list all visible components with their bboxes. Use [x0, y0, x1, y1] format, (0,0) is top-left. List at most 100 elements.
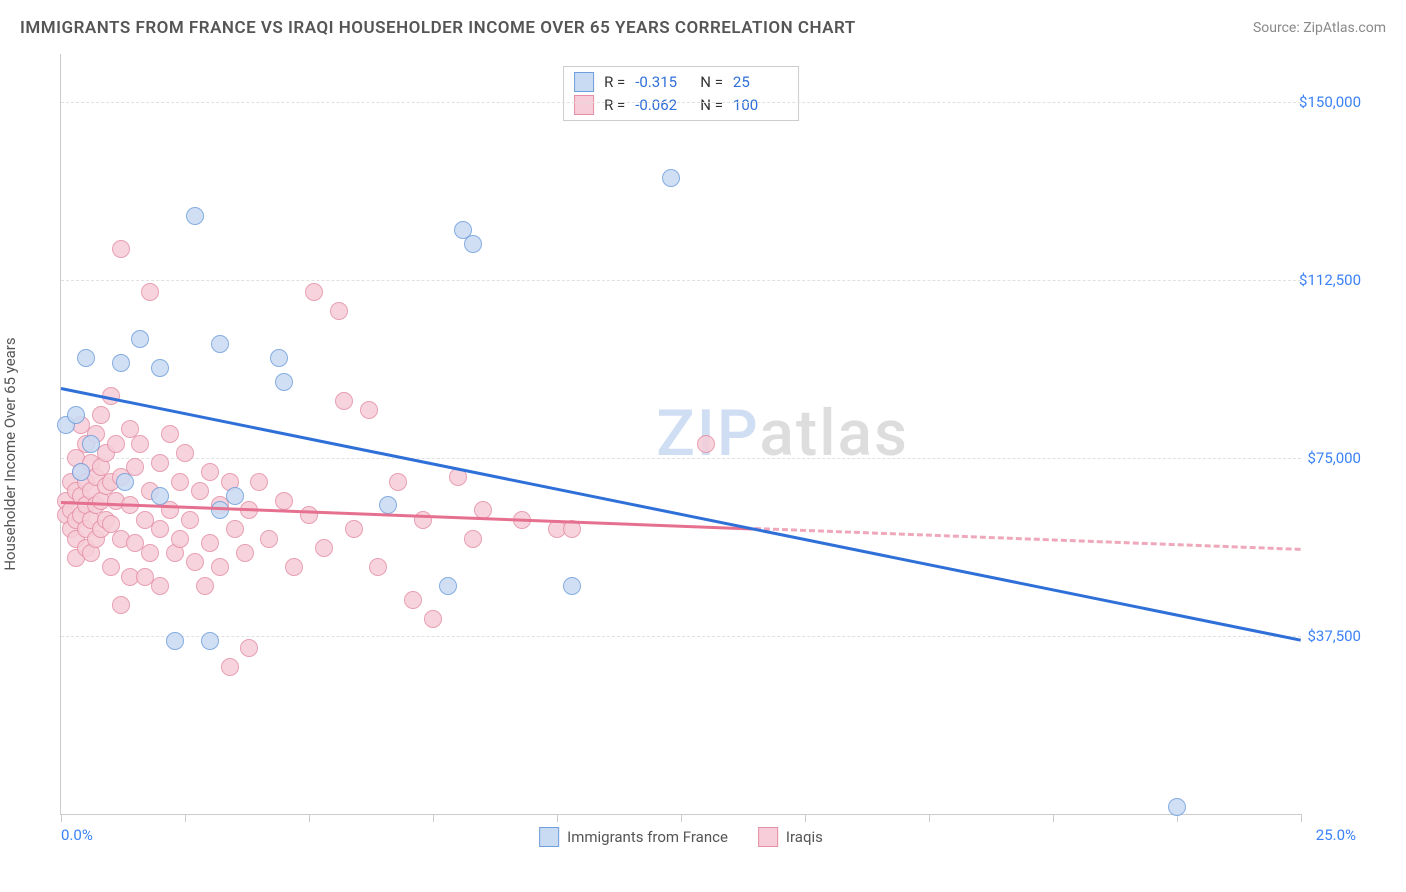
scatter-point-iraqis — [240, 639, 258, 657]
scatter-point-iraqis — [404, 591, 422, 609]
scatter-point-iraqis — [360, 401, 378, 419]
corr-R-label: R = — [604, 71, 625, 94]
scatter-point-iraqis — [151, 577, 169, 595]
swatch-france — [574, 72, 594, 92]
scatter-point-iraqis — [305, 283, 323, 301]
gridline — [61, 458, 1301, 459]
corr-row-iraqis: R = -0.062 N = 100 — [574, 94, 788, 117]
x-tick — [433, 814, 434, 822]
swatch-iraqis — [574, 95, 594, 115]
scatter-point-iraqis — [191, 482, 209, 500]
y-axis-label: Householder Income Over 65 years — [1, 337, 19, 570]
gridline — [61, 636, 1301, 637]
scatter-point-iraqis — [181, 511, 199, 529]
x-tick — [309, 814, 310, 822]
x-tick — [61, 814, 62, 822]
scatter-point-france — [131, 330, 149, 348]
scatter-point-iraqis — [275, 492, 293, 510]
x-axis-min-label: 0.0% — [61, 826, 93, 844]
scatter-point-france — [464, 235, 482, 253]
scatter-point-france — [662, 169, 680, 187]
source-attribution: Source: ZipAtlas.com — [1253, 20, 1386, 36]
x-tick — [185, 814, 186, 822]
legend-item-iraqis: Iraqis — [758, 827, 823, 847]
scatter-point-iraqis — [201, 463, 219, 481]
corr-N-iraqis: 100 — [733, 94, 788, 117]
scatter-point-iraqis — [141, 283, 159, 301]
chart-title: IMMIGRANTS FROM FRANCE VS IRAQI HOUSEHOL… — [20, 18, 856, 38]
legend-label-iraqis: Iraqis — [786, 828, 823, 846]
scatter-point-france — [226, 487, 244, 505]
swatch-iraqis — [758, 827, 778, 847]
scatter-point-iraqis — [176, 444, 194, 462]
scatter-point-france — [439, 577, 457, 595]
gridline — [61, 102, 1301, 103]
plot-area: ZIPatlas R = -0.315 N = 25 R = -0.062 N … — [60, 54, 1360, 834]
scatter-point-iraqis — [250, 473, 268, 491]
scatter-point-iraqis — [464, 530, 482, 548]
source-name: ZipAtlas.com — [1303, 20, 1386, 36]
scatter-point-iraqis — [697, 435, 715, 453]
scatter-point-france — [67, 406, 85, 424]
scatter-point-france — [116, 473, 134, 491]
scatter-point-iraqis — [112, 596, 130, 614]
scatter-point-iraqis — [92, 406, 110, 424]
corr-R-iraqis: -0.062 — [635, 94, 690, 117]
corr-N-label: N = — [700, 94, 723, 117]
scatter-point-france — [201, 632, 219, 650]
scatter-point-france — [563, 577, 581, 595]
scatter-point-iraqis — [414, 511, 432, 529]
scatter-point-iraqis — [151, 520, 169, 538]
scatter-point-iraqis — [335, 392, 353, 410]
scatter-point-france — [112, 354, 130, 372]
scatter-point-france — [166, 632, 184, 650]
scatter-point-iraqis — [285, 558, 303, 576]
scatter-point-france — [270, 349, 288, 367]
watermark-zip: ZIP — [656, 396, 759, 471]
legend-item-france: Immigrants from France — [539, 827, 728, 847]
scatter-point-iraqis — [102, 558, 120, 576]
y-tick-label: $75,000 — [1307, 449, 1361, 467]
scatter-point-iraqis — [112, 240, 130, 258]
x-tick — [557, 814, 558, 822]
corr-R-label: R = — [604, 94, 625, 117]
scatter-point-iraqis — [171, 530, 189, 548]
scatter-point-iraqis — [260, 530, 278, 548]
x-tick — [681, 814, 682, 822]
x-tick — [929, 814, 930, 822]
scatter-point-iraqis — [201, 534, 219, 552]
scatter-point-iraqis — [330, 302, 348, 320]
scatter-point-iraqis — [171, 473, 189, 491]
scatter-point-iraqis — [389, 473, 407, 491]
scatter-point-iraqis — [300, 506, 318, 524]
x-tick — [1301, 814, 1302, 822]
series-legend: Immigrants from France Iraqis — [539, 827, 823, 847]
scatter-point-iraqis — [369, 558, 387, 576]
scatter-point-france — [186, 207, 204, 225]
scatter-point-iraqis — [345, 520, 363, 538]
scatter-point-france — [1168, 798, 1186, 816]
x-tick — [1053, 814, 1054, 822]
y-tick-label: $37,500 — [1307, 627, 1361, 645]
scatter-point-iraqis — [424, 610, 442, 628]
scatter-point-france — [72, 463, 90, 481]
scatter-point-iraqis — [211, 558, 229, 576]
corr-N-france: 25 — [733, 71, 788, 94]
scatter-point-france — [275, 373, 293, 391]
scatter-point-iraqis — [186, 553, 204, 571]
scatter-point-france — [379, 496, 397, 514]
scatter-point-iraqis — [141, 544, 159, 562]
corr-row-france: R = -0.315 N = 25 — [574, 71, 788, 94]
corr-R-france: -0.315 — [635, 71, 690, 94]
gridline — [61, 280, 1301, 281]
watermark: ZIPatlas — [656, 396, 909, 471]
scatter-point-iraqis — [221, 658, 239, 676]
scatter-point-france — [77, 349, 95, 367]
watermark-atlas: atlas — [759, 396, 909, 471]
scatter-point-france — [211, 335, 229, 353]
scatter-point-iraqis — [236, 544, 254, 562]
legend-label-france: Immigrants from France — [567, 828, 728, 846]
scatter-point-iraqis — [151, 454, 169, 472]
scatter-point-iraqis — [161, 425, 179, 443]
x-axis-max-label: 25.0% — [1316, 826, 1356, 844]
